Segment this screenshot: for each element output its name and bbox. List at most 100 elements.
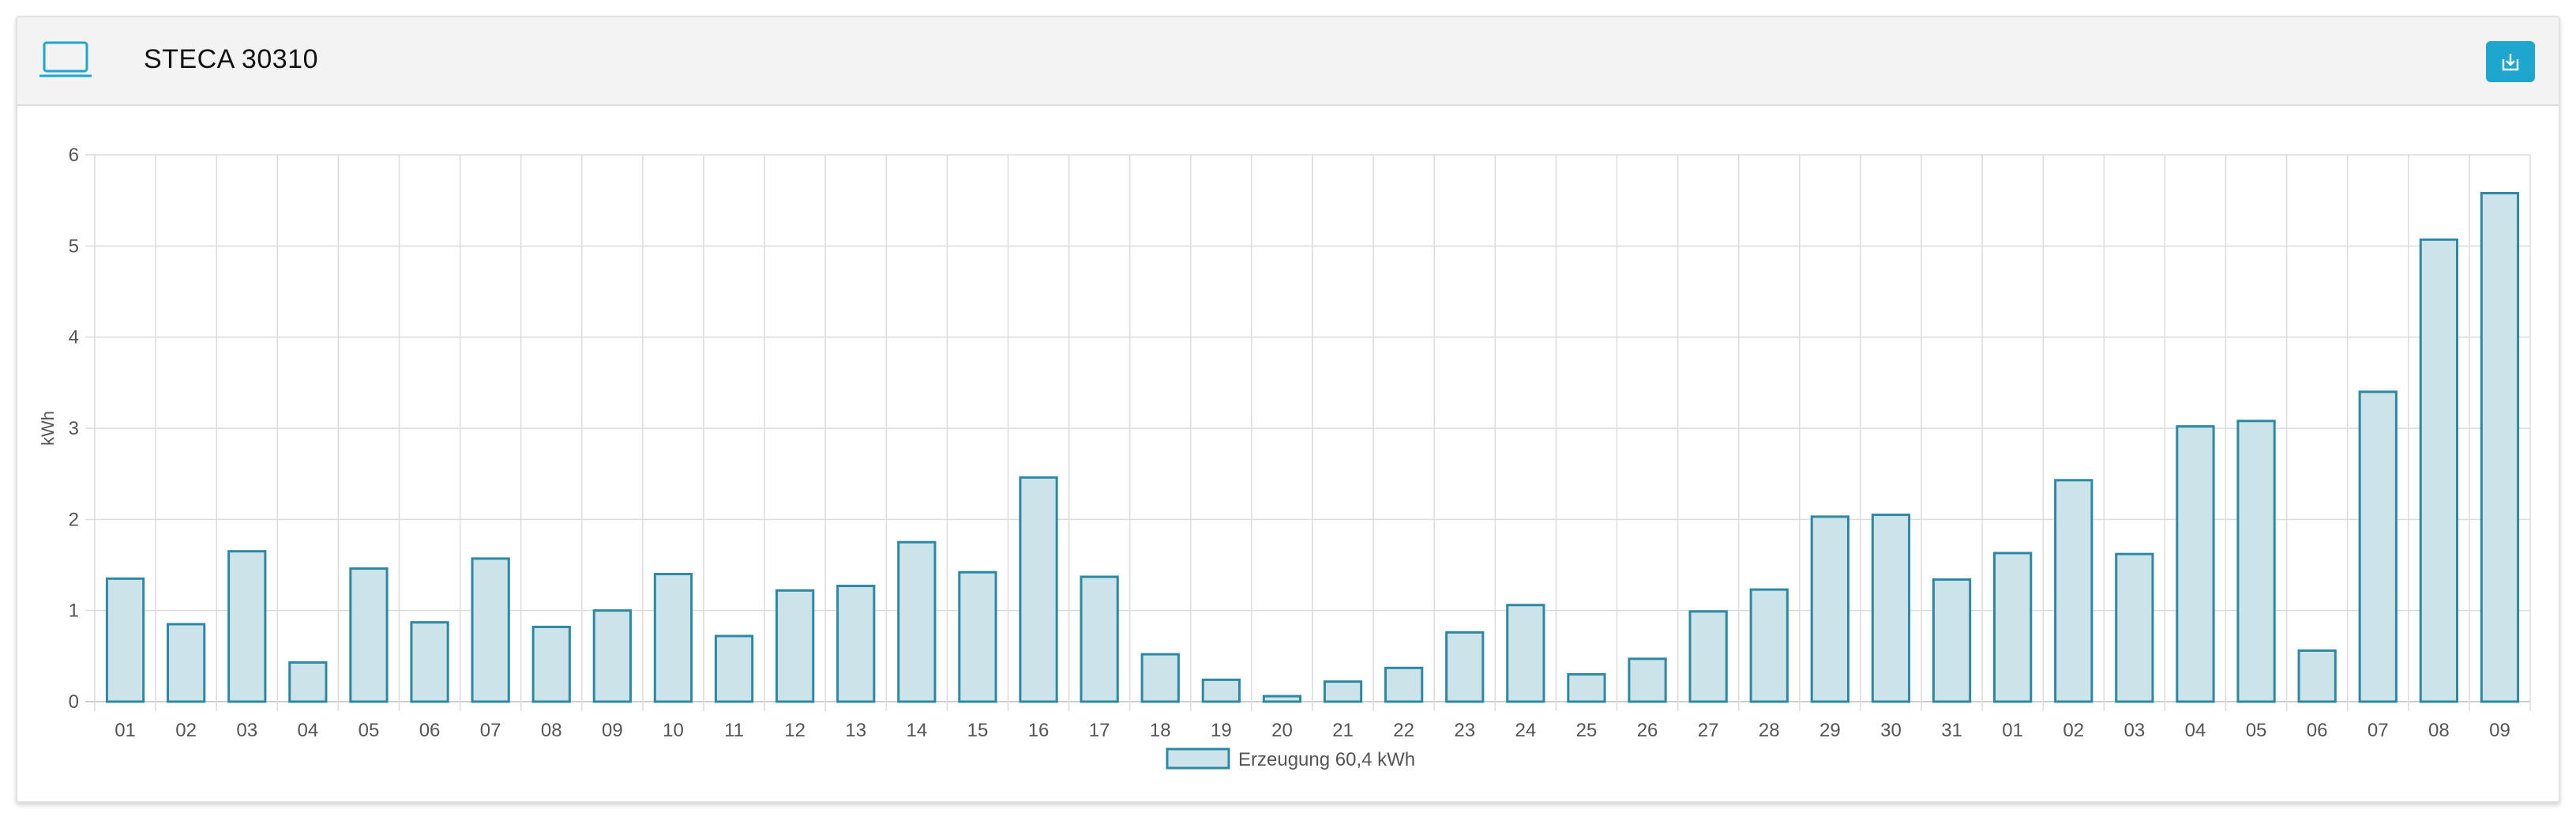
bar[interactable]	[1688, 610, 1728, 703]
bar[interactable]	[2176, 425, 2215, 703]
y-tick-label: 4	[69, 327, 79, 348]
bar[interactable]	[1871, 514, 1911, 703]
bar[interactable]	[1749, 588, 1789, 703]
chart-bars	[105, 191, 2520, 703]
x-tick-label: 15	[967, 720, 989, 741]
chart-grid	[85, 154, 2531, 711]
x-tick-label: 08	[2428, 720, 2450, 741]
legend-label: Erzeugung 60,4 kWh	[1238, 749, 1415, 770]
x-tick-label: 25	[1576, 720, 1598, 741]
x-tick-label: 17	[1089, 720, 1110, 741]
bar[interactable]	[167, 623, 206, 703]
bar[interactable]	[1628, 657, 1667, 703]
y-axis-title: kWh	[38, 411, 58, 446]
bar[interactable]	[1262, 695, 1302, 703]
bar[interactable]	[1323, 680, 1363, 703]
x-tick-label: 30	[1880, 720, 1902, 741]
x-tick-label: 27	[1698, 720, 1719, 741]
x-tick-label: 06	[2307, 720, 2328, 741]
x-tick-label: 18	[1150, 720, 1171, 741]
bar[interactable]	[105, 577, 145, 703]
x-tick-label: 07	[2368, 720, 2389, 741]
bar[interactable]	[471, 557, 510, 703]
x-tick-label: 05	[2246, 720, 2267, 741]
bar[interactable]	[1445, 631, 1485, 703]
bar[interactable]	[714, 634, 754, 703]
x-tick-label: 23	[1454, 720, 1475, 741]
bar[interactable]	[227, 550, 267, 703]
x-tick-label: 19	[1211, 720, 1232, 741]
bar[interactable]	[349, 567, 389, 703]
x-tick-label: 22	[1393, 720, 1414, 741]
download-button[interactable]	[2486, 41, 2535, 82]
x-tick-label: 02	[175, 720, 197, 741]
x-tick-label: 09	[602, 720, 623, 741]
bar[interactable]	[1019, 476, 1058, 703]
download-icon	[2502, 54, 2519, 71]
y-tick-label: 5	[69, 235, 79, 257]
x-tick-label: 14	[906, 720, 927, 741]
bar[interactable]	[836, 585, 876, 703]
x-tick-label: 12	[784, 720, 805, 741]
y-tick-label: 3	[69, 418, 79, 439]
y-tick-label: 2	[69, 509, 79, 530]
bar[interactable]	[2115, 552, 2154, 703]
x-tick-label: 13	[845, 720, 866, 741]
laptop-icon	[39, 41, 92, 77]
bar[interactable]	[1384, 666, 1424, 703]
panel-title: STECA 30310	[144, 44, 318, 74]
bar[interactable]	[2054, 479, 2093, 703]
x-tick-label: 09	[2489, 720, 2510, 741]
chart-legend[interactable]: Erzeugung 60,4 kWh	[1166, 747, 1415, 770]
bar[interactable]	[288, 661, 328, 703]
bar[interactable]	[2419, 238, 2458, 703]
x-tick-label: 04	[2185, 720, 2206, 741]
x-tick-label: 16	[1028, 720, 1050, 741]
x-axis-ticks: 01 02 03 04 05 06 07 08 09 10 11 12 13 14 15 16 17 18 19 20…	[115, 720, 2510, 741]
x-tick-label: 20	[1271, 720, 1293, 741]
x-tick-label: 10	[663, 720, 684, 741]
x-tick-label: 28	[1759, 720, 1780, 741]
y-axis-ticks: 0 1 2 3 4 5 6	[69, 145, 79, 713]
x-tick-label: 02	[2063, 720, 2084, 741]
x-tick-label: 07	[480, 720, 501, 741]
panel-header: STECA 30310	[17, 17, 2559, 106]
x-tick-label: 29	[1819, 720, 1841, 741]
bar[interactable]	[1201, 678, 1241, 703]
x-tick-label: 26	[1637, 720, 1658, 741]
bar[interactable]	[1993, 552, 2033, 703]
x-tick-label: 24	[1515, 720, 1536, 741]
bar[interactable]	[775, 589, 815, 703]
bar[interactable]	[1506, 604, 1545, 703]
x-tick-label: 31	[1941, 720, 1962, 741]
x-tick-label: 11	[724, 720, 744, 741]
bar[interactable]	[897, 540, 937, 703]
bar[interactable]	[410, 621, 449, 703]
y-tick-label: 1	[69, 601, 79, 622]
bar[interactable]	[1140, 653, 1180, 703]
bar[interactable]	[1080, 575, 1119, 703]
bar[interactable]	[2358, 390, 2398, 703]
x-tick-label: 01	[115, 720, 136, 741]
bar[interactable]	[1567, 672, 1606, 703]
bar[interactable]	[958, 570, 997, 703]
y-tick-label: 0	[69, 691, 79, 713]
x-tick-label: 06	[419, 720, 441, 741]
bar[interactable]	[1810, 515, 1849, 703]
y-tick-label: 6	[69, 145, 79, 166]
x-tick-label: 03	[2124, 720, 2145, 741]
bar[interactable]	[653, 573, 693, 703]
bar[interactable]	[2480, 191, 2520, 703]
x-tick-label: 01	[2002, 720, 2023, 741]
bar[interactable]	[1932, 578, 1972, 703]
legend-swatch	[1166, 747, 1230, 770]
bar[interactable]	[2236, 420, 2276, 703]
x-tick-label: 05	[359, 720, 380, 741]
x-tick-label: 04	[297, 720, 318, 741]
bar[interactable]	[531, 625, 571, 703]
bar[interactable]	[2297, 649, 2337, 703]
x-tick-label: 21	[1332, 720, 1354, 741]
bar[interactable]	[592, 609, 632, 703]
